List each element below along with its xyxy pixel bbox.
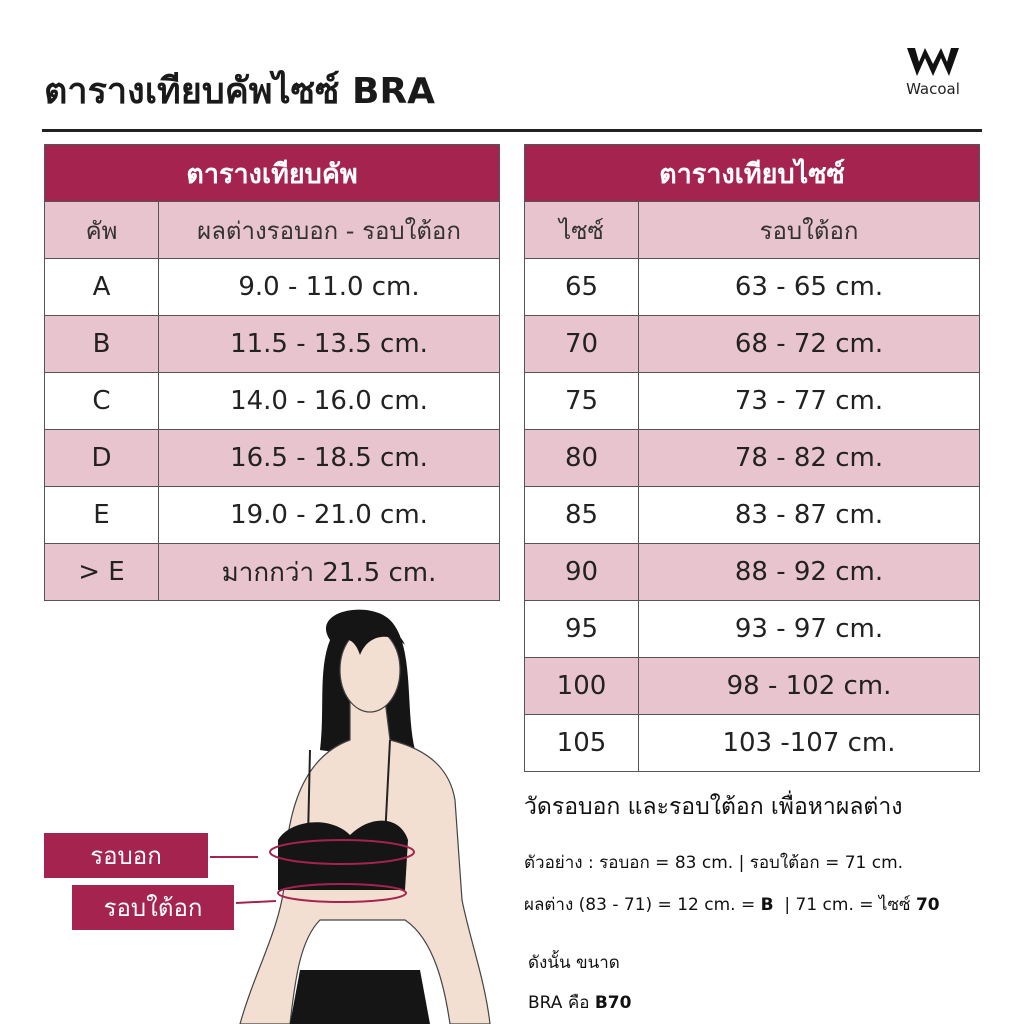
cup-table: ตารางเทียบคัพ คัพ ผลต่างรอบอก - รอบใต้อก… [44, 144, 500, 601]
range-cell: 73 - 77 cm. [638, 372, 980, 430]
table-row: 75 73 - 77 cm. [524, 372, 980, 430]
cup-header: คัพ [44, 201, 159, 259]
table-row: E 19.0 - 21.0 cm. [44, 486, 500, 544]
table-row: A 9.0 - 11.0 cm. [44, 258, 500, 316]
cup-cell: B [44, 315, 159, 373]
range-cell: 19.0 - 21.0 cm. [158, 486, 500, 544]
size-table-title: ตารางเทียบไซซ์ [524, 144, 980, 202]
table-row: 105 103 -107 cm. [524, 714, 980, 772]
size-table: ตารางเทียบไซซ์ ไซซ์ รอบใต้อก 65 63 - 65 c… [524, 144, 980, 772]
range-cell: 93 - 97 cm. [638, 600, 980, 658]
size-cell: 70 [524, 315, 639, 373]
underbust-header: รอบใต้อก [638, 201, 980, 259]
calc-mid: | 71 cm. = ไซซ์ [773, 895, 916, 915]
table-row: 80 78 - 82 cm. [524, 429, 980, 487]
title-divider [42, 129, 982, 132]
brand-name: Wacoal [906, 80, 960, 98]
cup-table-title: ตารางเทียบคัพ [44, 144, 500, 202]
calc-prefix: ผลต่าง (83 - 71) = 12 cm. = [524, 895, 761, 915]
size-cell: 95 [524, 600, 639, 658]
result-line-2: BRA คือ B70 [528, 989, 631, 1016]
example-line: ตัวอย่าง : รอบอก = 83 cm. | รอบใต้อก = 7… [524, 853, 904, 873]
cup-cell: E [44, 486, 159, 544]
table-row: 100 98 - 102 cm. [524, 657, 980, 715]
size-cell: 65 [524, 258, 639, 316]
size-cell: 85 [524, 486, 639, 544]
range-cell: 14.0 - 16.0 cm. [158, 372, 500, 430]
range-cell: 16.5 - 18.5 cm. [158, 429, 500, 487]
bust-label: รอบอก [44, 833, 208, 878]
result-prefix: BRA คือ [528, 993, 595, 1013]
difference-header: ผลต่างรอบอก - รอบใต้อก [158, 201, 500, 259]
cup-cell: D [44, 429, 159, 487]
table-row: 90 88 - 92 cm. [524, 543, 980, 601]
table-row: > E มากกว่า 21.5 cm. [44, 543, 500, 601]
size-cell: 75 [524, 372, 639, 430]
wacoal-logo-icon [907, 48, 959, 76]
size-cell: 105 [524, 714, 639, 772]
result-line-1: ดังนั้น ขนาด [528, 953, 620, 973]
table-row: 70 68 - 72 cm. [524, 315, 980, 373]
table-row: B 11.5 - 13.5 cm. [44, 315, 500, 373]
wacoal-logo: Wacoal [898, 44, 968, 98]
table-row: 65 63 - 65 cm. [524, 258, 980, 316]
range-cell: มากกว่า 21.5 cm. [158, 543, 500, 601]
cup-cell: A [44, 258, 159, 316]
range-cell: 83 - 87 cm. [638, 486, 980, 544]
instructions-heading: วัดรอบอก และรอบใต้อก เพื่อหาผลต่าง [524, 794, 903, 820]
size-cell: 100 [524, 657, 639, 715]
range-cell: 9.0 - 11.0 cm. [158, 258, 500, 316]
range-cell: 103 -107 cm. [638, 714, 980, 772]
table-row: C 14.0 - 16.0 cm. [44, 372, 500, 430]
range-cell: 63 - 65 cm. [638, 258, 980, 316]
table-row: 85 83 - 87 cm. [524, 486, 980, 544]
result-value: B70 [594, 993, 632, 1013]
underbust-label: รอบใต้อก [72, 885, 234, 930]
size-cell: 80 [524, 429, 639, 487]
cup-cell: > E [44, 543, 159, 601]
range-cell: 88 - 92 cm. [638, 543, 980, 601]
size-header: ไซซ์ [524, 201, 639, 259]
page-title: ตารางเทียบคัพไซซ์ BRA [44, 71, 436, 112]
range-cell: 98 - 102 cm. [638, 657, 980, 715]
table-row: D 16.5 - 18.5 cm. [44, 429, 500, 487]
calc-cup: B [760, 895, 774, 915]
range-cell: 78 - 82 cm. [638, 429, 980, 487]
range-cell: 11.5 - 13.5 cm. [158, 315, 500, 373]
woman-illustration [210, 609, 491, 1024]
cup-cell: C [44, 372, 159, 430]
size-cell: 90 [524, 543, 639, 601]
range-cell: 68 - 72 cm. [638, 315, 980, 373]
calculation-line: ผลต่าง (83 - 71) = 12 cm. = B | 71 cm. =… [524, 891, 940, 918]
calc-size: 70 [915, 895, 940, 915]
table-row: 95 93 - 97 cm. [524, 600, 980, 658]
